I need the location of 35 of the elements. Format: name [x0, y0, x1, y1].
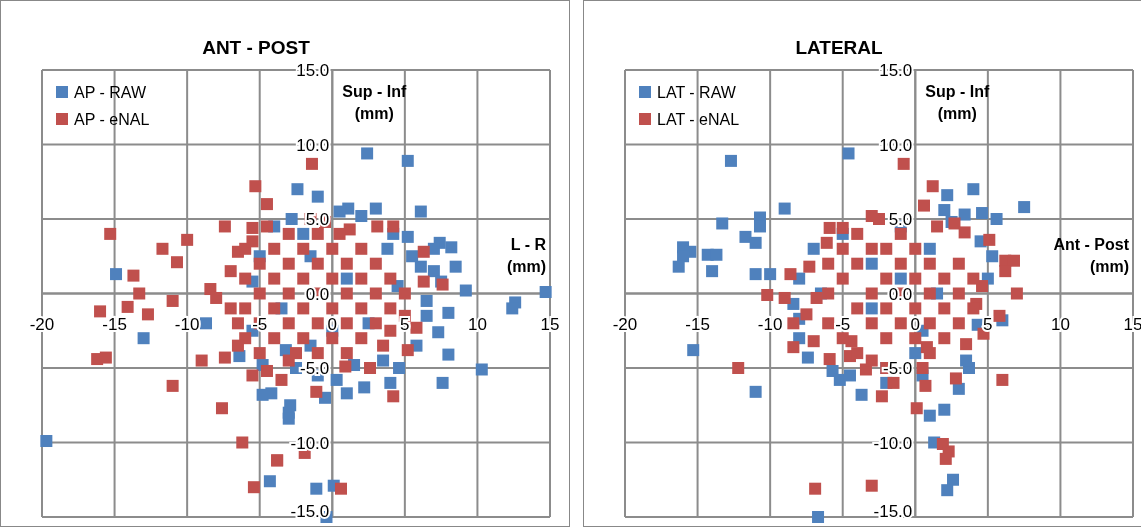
legend-label: AP - RAW [74, 84, 147, 101]
y-axis-title: Sup - Inf (mm) [925, 83, 990, 122]
x-axis-title: Ant - Post (mm) [1053, 235, 1130, 275]
x-tick-label: 0 [910, 314, 921, 334]
x-tick-label: -15 [685, 314, 710, 334]
x-axis-title: L - R (mm) [506, 235, 547, 275]
y-tick-label: 10.0 [296, 135, 330, 155]
x-tick-label: 10 [467, 314, 487, 334]
y-tick-label: -10.0 [873, 433, 913, 453]
x-tick-label: 15 [1123, 314, 1141, 334]
y-tick-label: 15.0 [296, 61, 330, 80]
x-tick-label: 15 [540, 314, 560, 334]
y-tick-label: -10.0 [290, 433, 330, 453]
chart-title: ANT - POST [202, 37, 311, 58]
legend-label: LAT - eNAL [657, 111, 740, 128]
y-tick-label: -5.0 [299, 359, 330, 378]
y-tick-label: -15.0 [290, 502, 330, 521]
legend-label: LAT - RAW [657, 84, 737, 101]
x-tick-label: -10 [757, 314, 783, 334]
x-tick-label: -10 [174, 314, 200, 334]
x-tick-label: -15 [102, 314, 127, 334]
legend-label: AP - eNAL [74, 111, 150, 128]
x-tick-label: -20 [612, 314, 638, 334]
y-tick-label: 15.0 [879, 61, 913, 80]
y-tick-label: 10.0 [879, 135, 913, 155]
y-tick-label: 5.0 [888, 210, 913, 229]
y-tick-label: 5.0 [305, 210, 330, 229]
y-tick-label: 0.0 [888, 284, 913, 304]
y-tick-label: 0.0 [305, 284, 330, 304]
x-tick-label: 10 [1050, 314, 1070, 334]
x-tick-label: -20 [29, 314, 55, 334]
y-tick-label: -15.0 [873, 502, 913, 521]
x-tick-label: -5 [835, 314, 851, 334]
y-axis-title: Sup - Inf (mm) [342, 83, 407, 122]
chart-title: LATERAL [795, 37, 884, 58]
